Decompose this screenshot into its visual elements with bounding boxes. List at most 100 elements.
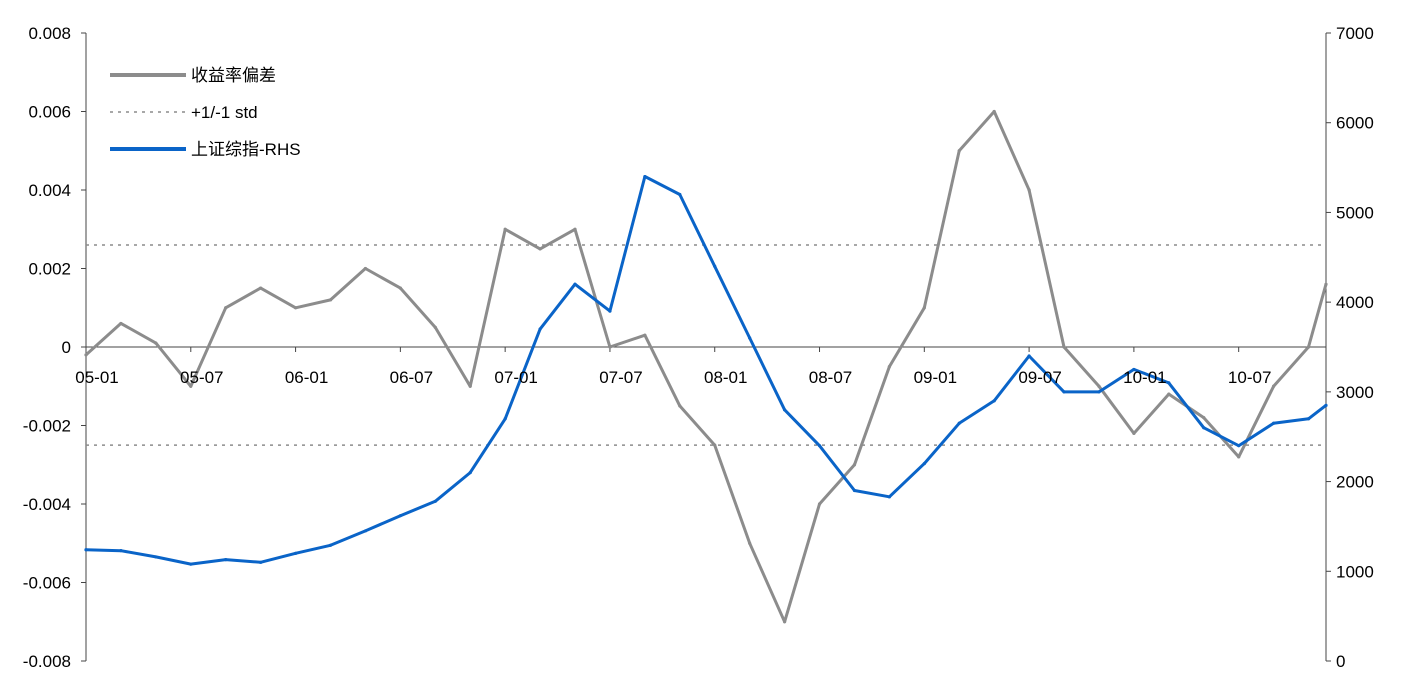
- x-tick-label: 07-07: [599, 368, 642, 387]
- series-point-yield-deviation: [84, 353, 88, 357]
- series-point-shanghai-composite: [503, 417, 507, 421]
- x-tick-label: 08-01: [704, 368, 747, 387]
- series-point-yield-deviation: [1272, 384, 1276, 388]
- series-point-shanghai-composite: [293, 551, 298, 555]
- series-point-shanghai-composite: [538, 327, 542, 331]
- right-tick-label: 5000: [1336, 203, 1374, 222]
- series-point-shanghai-composite: [119, 549, 123, 553]
- x-tick-label: 10-01: [1123, 368, 1166, 387]
- series-point-yield-deviation: [363, 266, 368, 271]
- right-tick-label: 7000: [1336, 24, 1374, 43]
- right-tick-label: 6000: [1336, 114, 1374, 133]
- series-point-shanghai-composite: [748, 336, 752, 340]
- series-point-yield-deviation: [503, 227, 507, 231]
- series-point-shanghai-composite: [84, 548, 88, 552]
- left-tick-label: 0.008: [28, 24, 71, 43]
- series-line-yield-deviation: [84, 110, 1328, 624]
- series-point-shanghai-composite: [259, 560, 263, 564]
- series-point-shanghai-composite: [328, 543, 333, 547]
- series-point-yield-deviation: [922, 306, 926, 310]
- series-point-yield-deviation: [1324, 282, 1328, 286]
- left-tick-label: -0.004: [23, 495, 71, 514]
- series-point-shanghai-composite: [1306, 417, 1311, 421]
- series-point-yield-deviation: [224, 306, 228, 310]
- series-point-shanghai-composite: [992, 399, 996, 403]
- x-tick-label: 09-07: [1018, 368, 1061, 387]
- series-point-yield-deviation: [119, 321, 123, 326]
- x-tick-label: 10-07: [1228, 368, 1271, 387]
- x-tick-label: 05-01: [75, 368, 118, 387]
- series-point-yield-deviation: [293, 306, 298, 310]
- series-point-yield-deviation: [398, 286, 402, 290]
- tick-label-layer: -0.008 -0.006 -0.004 -0.002 0 0.002 0.004 0.006…: [23, 24, 1374, 671]
- series-point-shanghai-composite: [782, 408, 787, 412]
- series-point-shanghai-composite: [922, 462, 926, 466]
- right-tick-label: 4000: [1336, 293, 1374, 312]
- left-tick-label: 0: [62, 338, 71, 357]
- series-point-shanghai-composite: [1237, 444, 1241, 448]
- series-point-yield-deviation: [189, 384, 193, 388]
- series-point-yield-deviation: [608, 345, 612, 349]
- series-point-yield-deviation: [1167, 392, 1171, 396]
- series-point-yield-deviation: [538, 247, 542, 251]
- series-point-shanghai-composite: [1132, 367, 1136, 372]
- series-point-shanghai-composite: [852, 488, 857, 493]
- series-point-yield-deviation: [643, 333, 647, 337]
- series-point-yield-deviation: [1132, 431, 1136, 435]
- series-point-yield-deviation: [748, 541, 752, 545]
- series-point-shanghai-composite: [1027, 354, 1031, 358]
- series-point-shanghai-composite: [224, 558, 228, 562]
- series-point-yield-deviation: [713, 443, 717, 447]
- series-point-yield-deviation: [1202, 416, 1206, 420]
- series-point-shanghai-composite: [643, 174, 647, 179]
- series-point-yield-deviation: [887, 365, 891, 369]
- series-point-shanghai-composite: [189, 562, 193, 566]
- series-point-shanghai-composite: [678, 192, 682, 197]
- x-tick-label: 06-07: [390, 368, 433, 387]
- series-point-yield-deviation: [1062, 345, 1066, 349]
- series-point-shanghai-composite: [468, 471, 472, 475]
- series-point-yield-deviation: [957, 149, 961, 153]
- series-point-shanghai-composite: [1062, 390, 1066, 394]
- x-tick-label: 07-01: [494, 368, 537, 387]
- left-tick-label: 0.006: [28, 103, 71, 122]
- legend-label-yield-deviation: 收益率偏差: [191, 66, 276, 85]
- left-tick-label: 0.004: [28, 181, 71, 200]
- x-tick-label: 05-07: [180, 368, 223, 387]
- legend-label-shanghai-composite: 上证综指-RHS: [191, 140, 301, 159]
- series-point-yield-deviation: [817, 502, 822, 506]
- x-tick-label: 09-01: [914, 368, 957, 387]
- series-point-shanghai-composite: [1272, 421, 1276, 425]
- right-tick-label: 2000: [1336, 473, 1374, 492]
- left-tick-label: -0.006: [23, 574, 71, 593]
- std-band-layer: [86, 244, 1326, 446]
- series-point-shanghai-composite: [957, 421, 961, 425]
- series-point-shanghai-composite: [1167, 381, 1171, 385]
- series-point-shanghai-composite: [433, 499, 437, 503]
- axes-layer: [81, 32, 1331, 662]
- left-tick-label: -0.008: [23, 652, 71, 671]
- series-point-yield-deviation: [1237, 455, 1241, 459]
- series-point-yield-deviation: [782, 620, 787, 624]
- series-layer: [84, 109, 1328, 624]
- legend-label-std-band: +1/-1 std: [191, 103, 258, 122]
- series-point-shanghai-composite: [817, 444, 822, 448]
- x-tick-label: 08-07: [809, 368, 852, 387]
- series-point-shanghai-composite: [398, 514, 402, 518]
- series-point-yield-deviation: [1027, 188, 1031, 192]
- right-tick-label: 0: [1336, 652, 1345, 671]
- series-point-yield-deviation: [1306, 345, 1311, 349]
- x-tick-label: 06-01: [285, 368, 328, 387]
- series-point-yield-deviation: [468, 384, 472, 388]
- series-point-shanghai-composite: [1324, 403, 1328, 407]
- series-point-shanghai-composite: [1202, 426, 1206, 430]
- series-point-yield-deviation: [992, 109, 996, 114]
- series-point-yield-deviation: [678, 404, 682, 408]
- left-tick-label: -0.002: [23, 417, 71, 436]
- series-point-yield-deviation: [259, 286, 263, 290]
- series-point-yield-deviation: [852, 463, 857, 467]
- right-tick-label: 3000: [1336, 383, 1374, 402]
- left-tick-label: 0.002: [28, 260, 71, 279]
- right-tick-label: 1000: [1336, 562, 1374, 581]
